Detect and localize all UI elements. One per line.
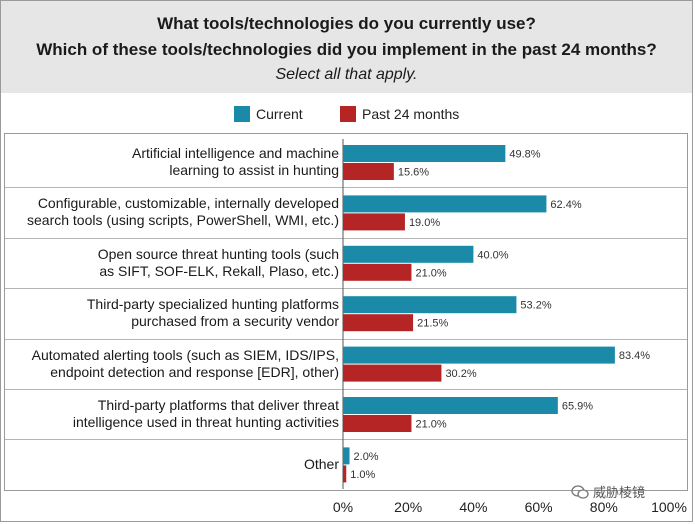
- category-label-5: Third-party platforms that deliver threa…: [73, 397, 339, 431]
- x-tick-label-1: 20%: [394, 499, 422, 515]
- bar-past-5: [343, 415, 412, 432]
- bar-current-1: [343, 195, 547, 213]
- watermark: 威胁棱镜: [571, 482, 645, 501]
- category-label-line: Configurable, customizable, internally d…: [37, 195, 339, 212]
- bar-current-6: [343, 447, 350, 465]
- data-label-current-6: 2.0%: [354, 451, 379, 463]
- legend: Current Past 24 months: [0, 106, 695, 126]
- category-label-line: intelligence used in threat hunting acti…: [72, 414, 339, 430]
- category-label-line: Other: [303, 455, 339, 472]
- category-label-line: search tools (using scripts, PowerShell,…: [27, 212, 339, 229]
- header-question-current: What tools/technologies do you currently…: [157, 14, 536, 33]
- data-label-past-6: 1.0%: [350, 469, 375, 481]
- data-label-current-2: 40.0%: [477, 249, 508, 261]
- data-label-current-3: 53.2%: [520, 300, 551, 312]
- legend-swatch-past: [340, 106, 356, 122]
- bar-current-0: [343, 145, 506, 162]
- x-tick-label-2: 40%: [459, 499, 487, 515]
- category-label-6: Other: [304, 456, 339, 473]
- legend-swatch-current: [234, 106, 250, 122]
- category-label-2: Open source threat hunting tools (such as…: [98, 246, 339, 280]
- bar-current-2: [343, 245, 474, 263]
- data-label-past-1: 19.0%: [409, 217, 440, 229]
- category-label-line: Third-party specialized hunting platform…: [86, 296, 339, 313]
- data-label-current-5: 65.9%: [562, 401, 593, 413]
- category-label-line: purchased from a security vendor: [131, 313, 339, 330]
- x-tick-label-0: 0%: [333, 499, 353, 515]
- category-label-1: Configurable, customizable, internally d…: [27, 195, 339, 229]
- row-separator: [5, 389, 687, 390]
- category-label-line: as SIFT, SOF-ELK, Rekall, Plaso, etc.): [99, 262, 339, 279]
- legend-item-current: Current: [234, 106, 303, 122]
- data-label-past-4: 30.2%: [445, 368, 476, 380]
- plot-area: [4, 133, 688, 491]
- bar-past-1: [343, 213, 405, 231]
- bar-past-4: [343, 364, 442, 382]
- bar-current-4: [343, 346, 615, 364]
- watermark-text: 威胁棱镜: [593, 485, 646, 500]
- category-label-line: Artificial intelligence and machine: [132, 145, 339, 161]
- header-instruction: Select all that apply.: [275, 66, 418, 83]
- row-separator: [5, 187, 687, 189]
- legend-label-past: Past 24 months: [362, 106, 460, 122]
- category-label-line: endpoint detection and response [EDR], o…: [50, 363, 339, 380]
- data-label-current-4: 83.4%: [619, 350, 650, 362]
- category-label-3: Third-party specialized hunting platform…: [87, 296, 339, 330]
- category-label-4: Automated alerting tools (such as SIEM, …: [32, 347, 339, 381]
- row-separator: [5, 237, 687, 239]
- bar-past-0: [343, 163, 394, 180]
- bar-past-6: [343, 465, 347, 483]
- category-label-0: Artificial intelligence and machine learn…: [132, 145, 339, 179]
- category-label-line: Automated alerting tools (such as SIEM, …: [31, 346, 339, 363]
- header-question-past: Which of these tools/technologies did yo…: [36, 40, 657, 59]
- category-label-line: learning to assist in hunting: [169, 162, 339, 178]
- bar-past-3: [343, 314, 414, 332]
- category-label-line: Open source threat hunting tools (such: [97, 245, 339, 262]
- legend-item-past: Past 24 months: [340, 106, 459, 122]
- row-separator: [5, 439, 687, 441]
- x-tick-label-4: 80%: [590, 499, 618, 515]
- category-label-line: Third-party platforms that deliver threa…: [97, 397, 339, 413]
- data-label-past-5: 21.0%: [415, 419, 446, 431]
- bar-current-3: [343, 296, 517, 314]
- x-tick-label-5: 100%: [651, 499, 687, 515]
- data-label-current-1: 62.4%: [550, 199, 581, 211]
- legend-label-current: Current: [256, 106, 303, 122]
- wechat-icon: [571, 484, 589, 499]
- data-label-past-0: 15.6%: [398, 167, 429, 179]
- bar-current-5: [343, 397, 558, 414]
- data-label-past-3: 21.5%: [417, 318, 448, 330]
- data-label-current-0: 49.8%: [509, 149, 540, 161]
- bar-past-2: [343, 263, 412, 281]
- row-separator: [5, 288, 687, 290]
- data-label-past-2: 21.0%: [415, 267, 446, 279]
- x-tick-label-3: 60%: [525, 499, 553, 515]
- chart-header: What tools/technologies do you currently…: [1, 1, 692, 93]
- row-separator: [5, 338, 687, 340]
